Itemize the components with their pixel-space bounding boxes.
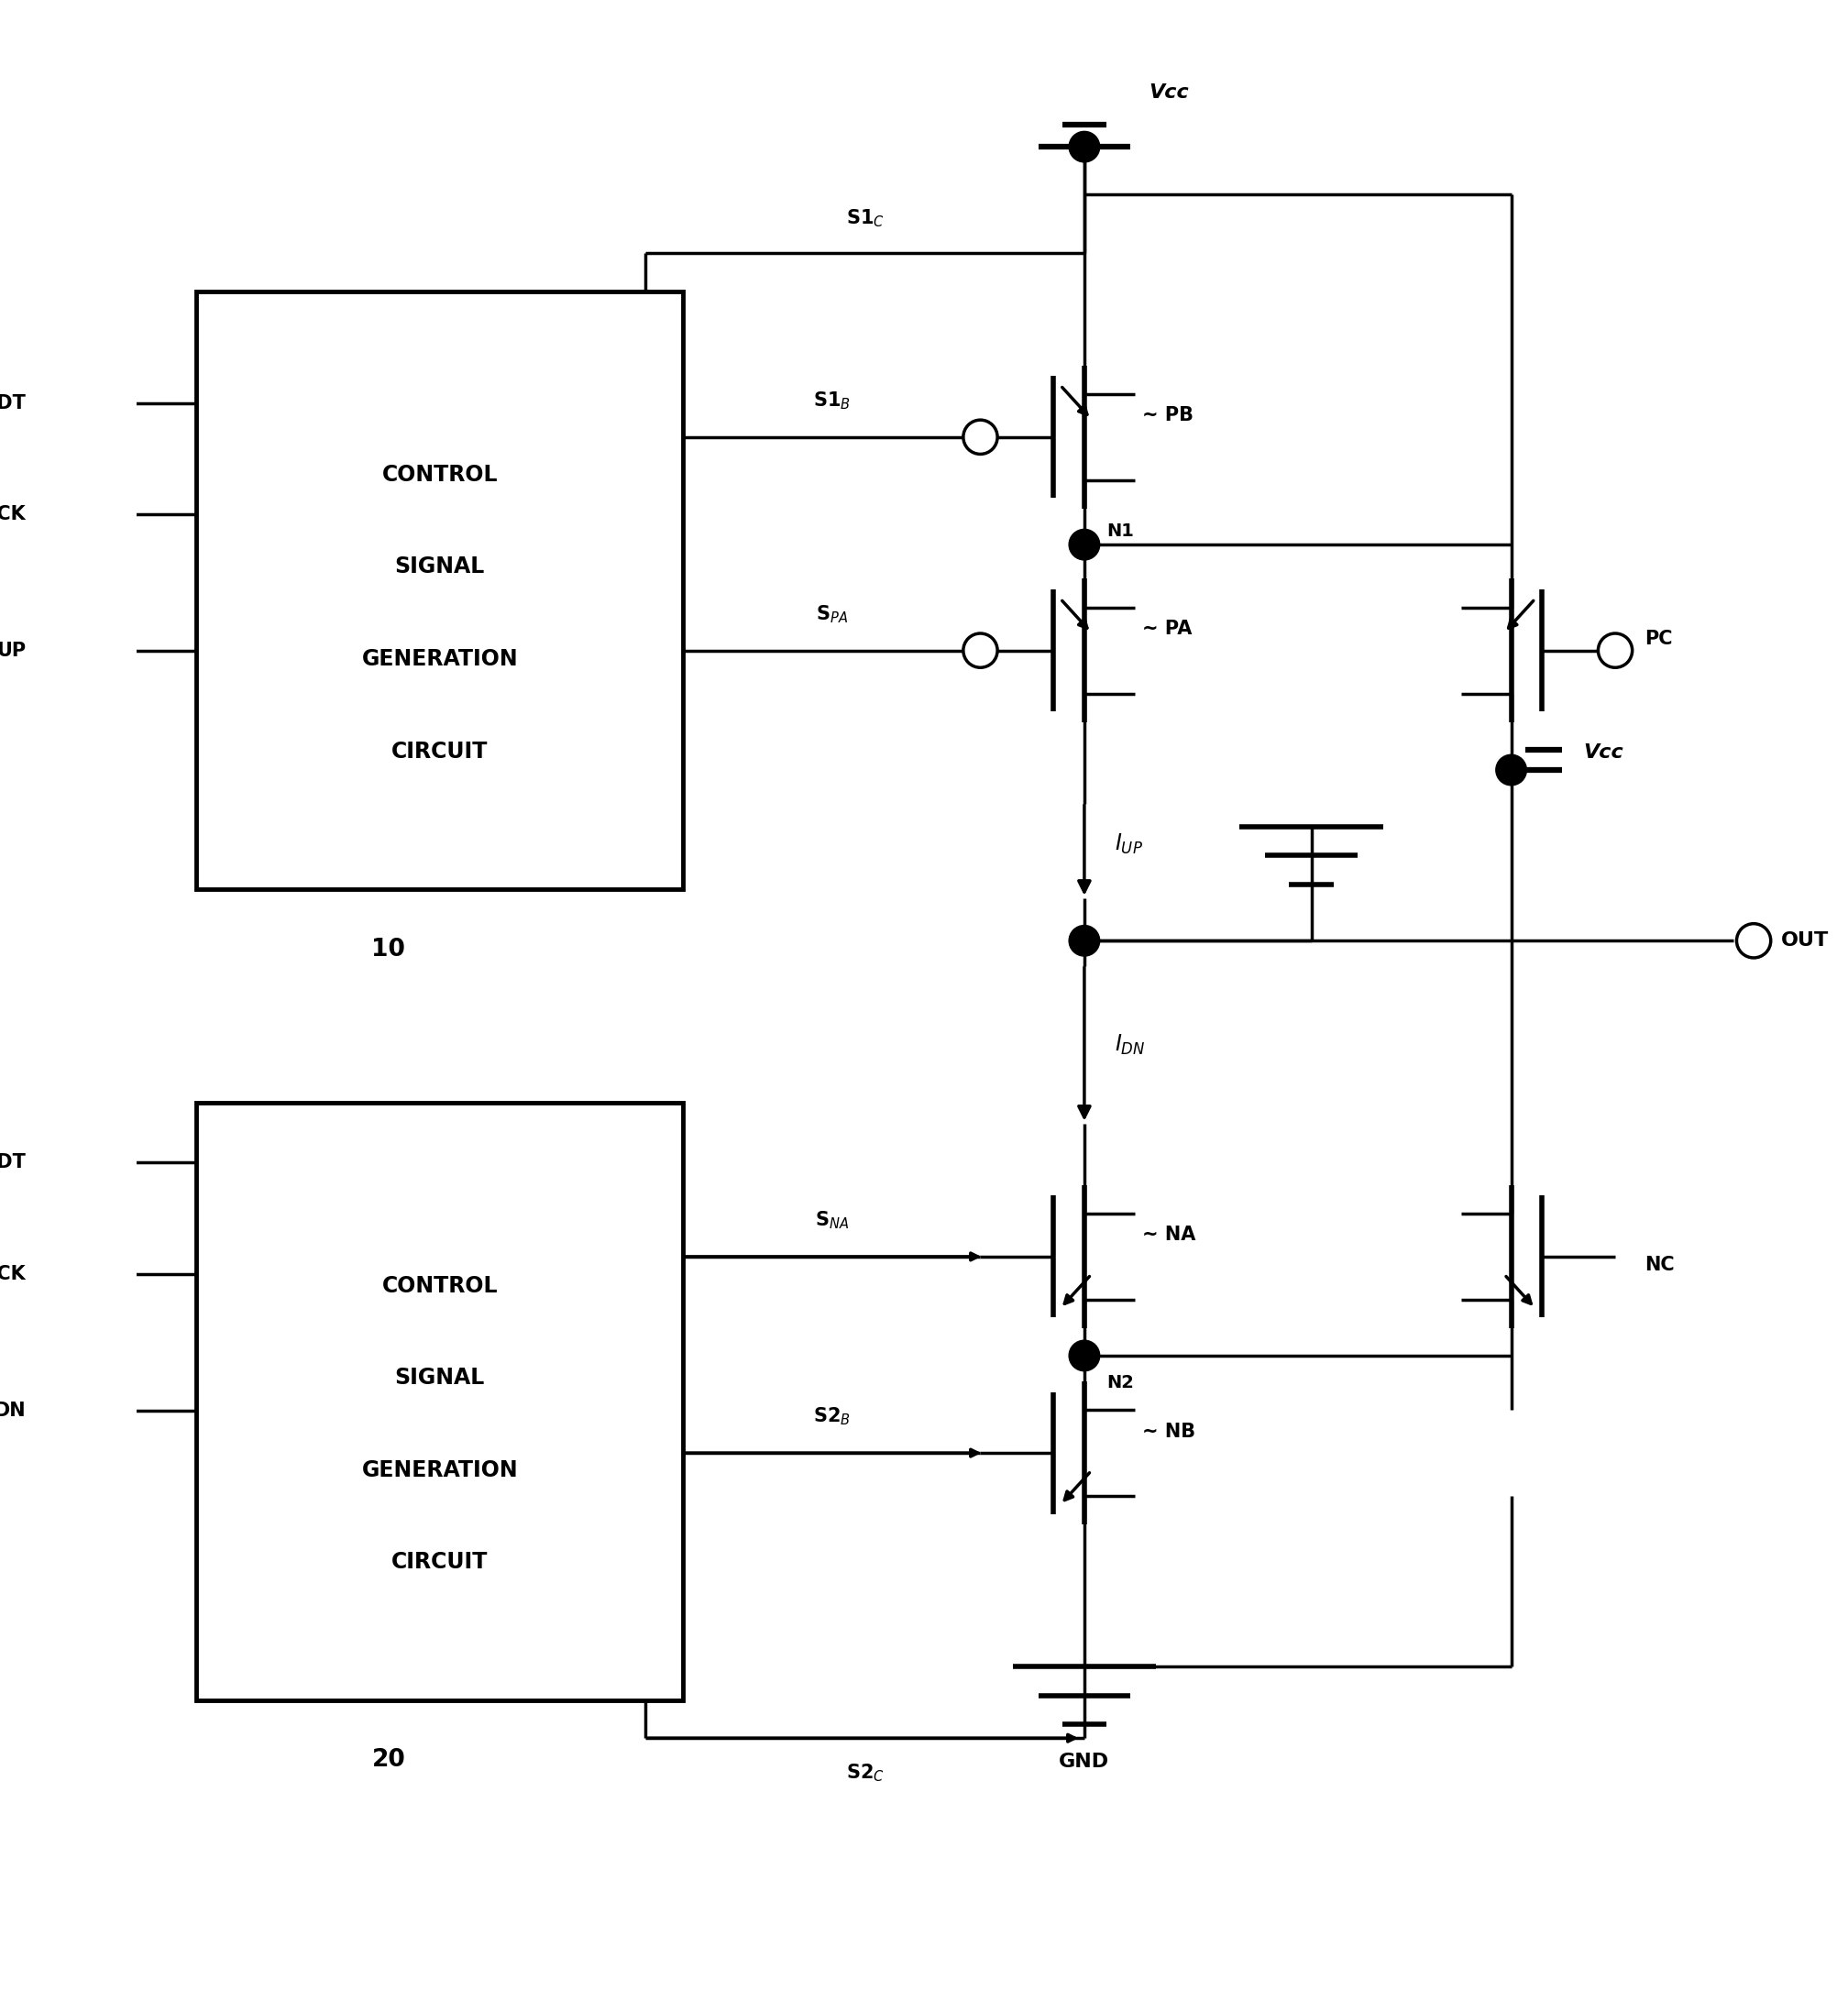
Text: OUT: OUT	[1781, 932, 1830, 950]
Text: SIGNAL: SIGNAL	[395, 1367, 484, 1389]
Text: Vcc: Vcc	[1149, 82, 1190, 102]
Text: GENERATION: GENERATION	[362, 1459, 517, 1481]
Text: PVCK: PVCK	[0, 1265, 26, 1283]
Text: ~ PA: ~ PA	[1142, 620, 1192, 638]
Bar	[196, 1103, 684, 1701]
Text: S1$_C$: S1$_C$	[846, 208, 883, 228]
Circle shape	[35, 1147, 68, 1181]
Text: N2: N2	[1107, 1375, 1135, 1391]
Text: CIRCUIT: CIRCUIT	[392, 740, 488, 762]
Text: LKDT: LKDT	[0, 1153, 26, 1173]
Circle shape	[1495, 754, 1526, 784]
Circle shape	[1068, 528, 1100, 560]
Text: S$_{NA}$: S$_{NA}$	[815, 1209, 848, 1231]
Circle shape	[35, 634, 68, 668]
Circle shape	[35, 386, 68, 420]
Text: $I_{DN}$: $I_{DN}$	[1114, 1033, 1146, 1057]
Text: ~ PB: ~ PB	[1142, 406, 1194, 424]
Circle shape	[1737, 924, 1770, 958]
Text: S2$_B$: S2$_B$	[813, 1407, 850, 1427]
Text: S1$_B$: S1$_B$	[813, 390, 850, 412]
Text: Vcc: Vcc	[1584, 744, 1623, 762]
Text: NC: NC	[1645, 1257, 1674, 1275]
Circle shape	[1068, 1341, 1100, 1371]
Text: S$_{PA}$: S$_{PA}$	[815, 602, 848, 624]
Text: PC: PC	[1645, 630, 1672, 648]
Circle shape	[35, 1257, 68, 1291]
Text: CONTROL: CONTROL	[383, 464, 497, 486]
Circle shape	[1599, 634, 1632, 668]
Circle shape	[35, 1393, 68, 1427]
Text: UP: UP	[0, 640, 26, 660]
Text: PVCK: PVCK	[0, 504, 26, 522]
Text: CONTROL: CONTROL	[383, 1275, 497, 1297]
Circle shape	[1068, 132, 1100, 162]
Circle shape	[35, 496, 68, 530]
Text: SIGNAL: SIGNAL	[395, 556, 484, 578]
Text: ~ NA: ~ NA	[1142, 1227, 1196, 1245]
Text: GND: GND	[1059, 1753, 1109, 1771]
Text: ~ NB: ~ NB	[1142, 1423, 1196, 1441]
Text: 20: 20	[371, 1749, 405, 1773]
Circle shape	[1068, 924, 1100, 956]
Text: 10: 10	[371, 936, 405, 960]
Text: $I_{UP}$: $I_{UP}$	[1114, 832, 1144, 856]
Text: N1: N1	[1107, 522, 1135, 540]
Text: GENERATION: GENERATION	[362, 648, 517, 670]
Text: CIRCUIT: CIRCUIT	[392, 1551, 488, 1573]
Text: DN: DN	[0, 1401, 26, 1419]
Text: S2$_C$: S2$_C$	[846, 1763, 883, 1783]
Text: LKDT: LKDT	[0, 394, 26, 412]
Bar	[196, 292, 684, 890]
Circle shape	[963, 420, 998, 454]
Circle shape	[963, 634, 998, 668]
